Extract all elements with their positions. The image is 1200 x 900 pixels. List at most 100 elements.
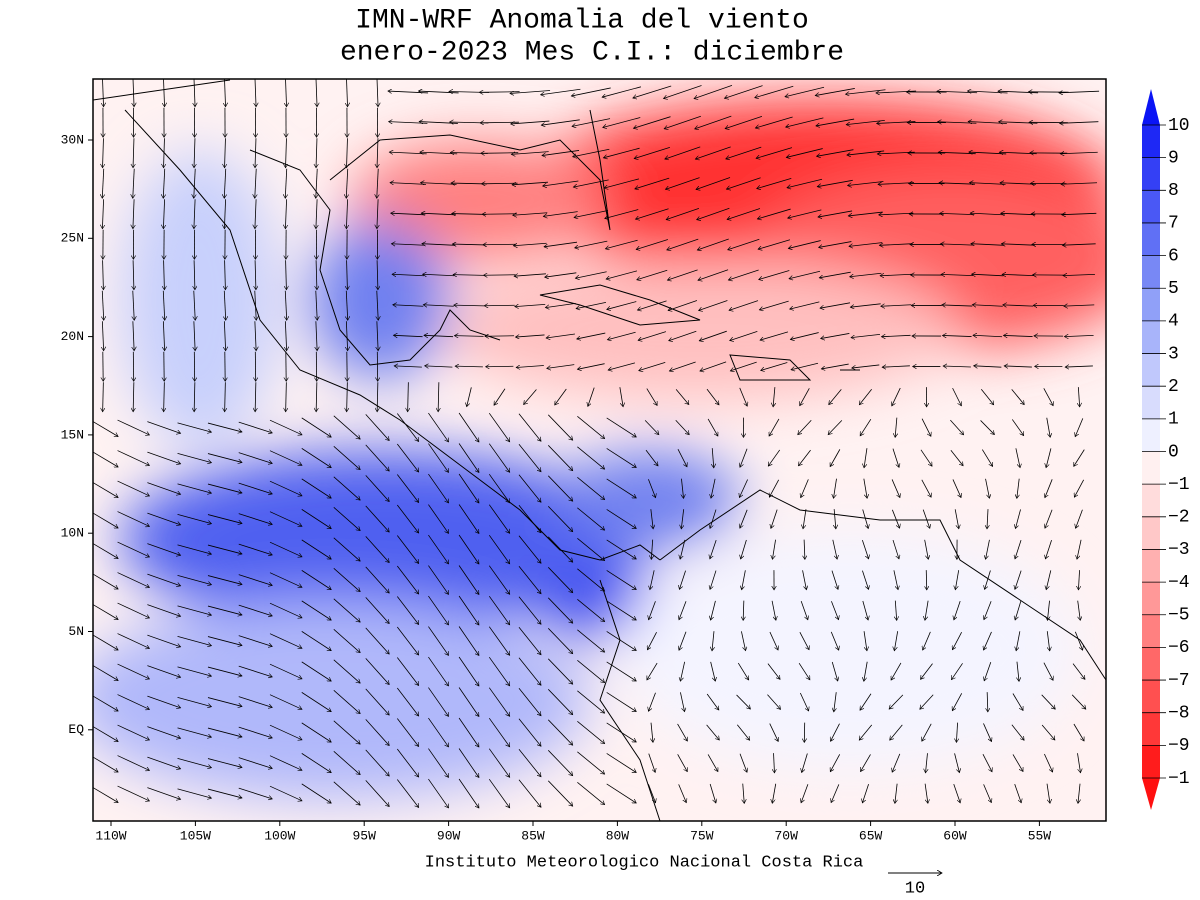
wind-arrow — [577, 782, 604, 804]
wind-arrow — [269, 511, 302, 527]
wind-arrow — [316, 138, 317, 168]
wind-arrow — [1074, 631, 1082, 650]
wind-arrow — [891, 509, 899, 528]
wind-arrow — [771, 509, 778, 529]
wind-arrow — [924, 783, 928, 804]
wind-arrow — [800, 601, 808, 620]
wind-arrow — [542, 150, 580, 155]
wind-arrow — [285, 321, 286, 351]
wind-arrow — [518, 749, 541, 776]
lat-label: 5N — [68, 624, 84, 639]
wind-arrow — [603, 117, 641, 127]
wind-arrow — [1047, 631, 1049, 651]
wind-arrow — [798, 420, 812, 434]
wind-arrow — [679, 601, 687, 620]
wind-arrow — [895, 783, 897, 804]
wind-arrow — [238, 574, 273, 586]
wind-arrow — [924, 539, 929, 559]
wind-arrow — [393, 305, 424, 306]
wind-arrow — [224, 321, 225, 351]
wind-arrow — [117, 511, 150, 527]
wind-arrow — [741, 631, 745, 650]
wind-arrow — [488, 717, 509, 747]
wind-arrow — [455, 366, 483, 367]
wind-arrow — [862, 783, 869, 803]
wind-arrow — [301, 753, 331, 772]
wind-arrow — [577, 446, 604, 469]
wind-arrow — [177, 757, 212, 767]
wind-arrow — [680, 692, 684, 711]
wind-arrow — [577, 690, 604, 713]
wind-arrow — [117, 724, 150, 740]
wind-arrow — [408, 382, 409, 412]
wind-arrow — [895, 417, 897, 438]
wind-arrow — [769, 631, 778, 650]
wind-arrow — [93, 512, 118, 529]
wind-arrow — [850, 303, 881, 307]
wind-arrow — [163, 168, 164, 199]
lon-label: 55W — [1028, 828, 1052, 843]
wind-arrow — [954, 753, 960, 772]
wind-arrow — [803, 509, 807, 529]
wind-arrow — [574, 210, 609, 218]
wind-arrow — [194, 382, 195, 412]
wind-arrow — [1074, 479, 1085, 497]
wind-arrow — [365, 414, 390, 440]
wind-arrow — [301, 661, 331, 681]
wind-arrow — [93, 726, 118, 742]
wind-arrow — [728, 238, 760, 250]
wind-arrow — [207, 697, 242, 707]
wind-arrow — [950, 419, 963, 435]
colorbar-label: −7 — [1168, 671, 1190, 691]
wind-arrow — [790, 301, 820, 309]
wind-arrow — [428, 443, 448, 473]
wind-arrow — [1047, 600, 1049, 621]
wind-arrow — [133, 321, 134, 351]
wind-arrow — [709, 783, 716, 803]
wind-arrow — [393, 335, 423, 336]
wind-arrow — [706, 388, 719, 405]
wind-arrow — [93, 451, 118, 468]
wind-arrow — [859, 724, 873, 740]
wind-arrow — [1011, 389, 1025, 404]
lat-label: 10N — [61, 526, 84, 541]
wind-arrow — [802, 753, 808, 773]
wind-arrow — [117, 541, 150, 557]
colorbar-label: 10 — [1168, 116, 1190, 136]
wind-arrow — [1046, 448, 1052, 467]
wind-arrow — [697, 207, 730, 219]
lat-label: EQ — [68, 722, 84, 737]
wind-arrow — [458, 443, 479, 472]
wind-arrow — [423, 274, 455, 276]
wind-arrow — [238, 726, 273, 738]
wind-arrow — [365, 536, 390, 562]
wind-arrow — [396, 718, 418, 747]
wind-arrow — [488, 595, 509, 625]
wind-arrow — [346, 290, 347, 321]
wind-arrow — [606, 539, 637, 559]
wind-arrow — [285, 168, 286, 199]
wind-arrow — [238, 757, 273, 769]
wind-arrow — [926, 753, 928, 773]
wind-arrow — [577, 599, 604, 621]
wind-arrow — [862, 600, 868, 620]
wind-arrow — [428, 717, 448, 747]
wind-arrow — [1045, 479, 1053, 497]
wind-arrow — [862, 539, 868, 559]
wind-arrow — [697, 238, 729, 250]
wind-arrow — [458, 656, 479, 686]
wind-arrow — [365, 749, 390, 776]
wind-arrow — [769, 479, 780, 497]
wind-arrow — [518, 718, 541, 746]
colorbar-box — [1142, 745, 1160, 779]
wind-arrow — [365, 627, 390, 654]
wind-arrow — [510, 90, 551, 94]
wind-arrow — [547, 597, 572, 623]
wind-arrow — [518, 444, 541, 471]
wind-arrow — [238, 452, 273, 464]
title-line: enero-2023 Mes C.I.: diciembre — [340, 37, 844, 68]
wind-arrow — [1044, 753, 1052, 772]
wind-arrow — [207, 544, 242, 554]
wind-arrow — [679, 631, 687, 651]
wind-arrow — [727, 208, 761, 220]
